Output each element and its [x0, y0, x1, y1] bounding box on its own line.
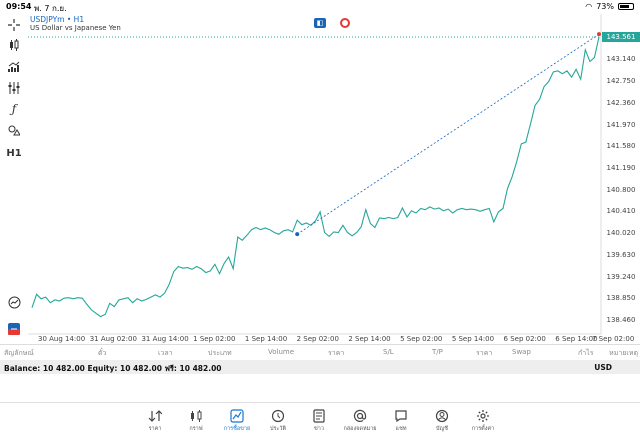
trades-column-header: เวลา	[158, 349, 173, 357]
trade-icon	[229, 409, 245, 423]
price-series-line	[31, 36, 600, 318]
mailbox-icon	[352, 409, 368, 423]
trades-column-header: ราคา	[476, 349, 493, 357]
history-icon	[270, 409, 286, 423]
trendline-end-point[interactable]	[597, 32, 601, 37]
chat-icon	[393, 409, 409, 423]
news-icon	[311, 409, 327, 423]
y-tick-label: 141.970	[606, 120, 636, 129]
trades-column-header: ราคา	[328, 349, 345, 357]
y-tick-label: 142.360	[606, 98, 636, 107]
x-tick-label: 2 Sep 14:00	[348, 335, 391, 343]
price-chart[interactable]: USDJPYm • H1 US Dollar vs Japanese Yen ◧…	[28, 14, 640, 344]
status-bar: 09:54 พ. 7 ก.ย. ◠ 73%	[0, 0, 640, 14]
balance-row: Balance: 10 482.00 Equity: 10 482.00 ฟรี…	[0, 360, 640, 374]
x-tick-label: 1 Sep 14:00	[244, 335, 288, 343]
x-tick-label: 5 Sep 02:00	[400, 335, 443, 343]
nav-item-chart[interactable]: กราฟ	[176, 409, 216, 433]
sell-quick-icon[interactable]: ◧	[314, 18, 326, 28]
nav-item-label: กราฟ	[189, 426, 203, 432]
y-tick-label: 141.580	[606, 142, 636, 151]
x-tick-label: 7 Sep 02:00	[592, 335, 635, 343]
status-date: พ. 7 ก.ย.	[34, 4, 67, 13]
status-right: ◠ 73%	[585, 2, 634, 11]
timeframe-h1[interactable]: H1	[6, 147, 22, 159]
chart-canvas	[28, 14, 602, 335]
nav-item-accounts[interactable]: บัญชี	[422, 409, 462, 433]
bottom-nav: ราคา กราฟ การซื้อขาย ประวัติ ข่าว กล่องจดหมาย…	[0, 402, 640, 447]
y-tick-label: 141.190	[606, 163, 636, 172]
nav-item-settings[interactable]: การตั้งค่า	[463, 409, 503, 433]
x-tick-label: 6 Sep 02:00	[503, 335, 546, 343]
balance-text: Balance: 10 482.00 Equity: 10 482.00 ฟรี…	[4, 364, 222, 373]
y-tick-label: 138.460	[606, 316, 636, 325]
nav-item-label: ราคา	[148, 426, 162, 432]
nav-item-label: แชท	[395, 426, 407, 432]
trades-column-header: Swap	[512, 348, 531, 356]
nav-item-history[interactable]: ประวัติ	[258, 409, 298, 433]
battery-percent: 73%	[596, 2, 614, 11]
trades-column-header: Volume	[268, 348, 295, 356]
nav-item-news[interactable]: ข่าว	[299, 409, 339, 433]
settings-sliders-icon[interactable]	[4, 79, 24, 97]
nav-item-label: ประวัติ	[269, 426, 287, 432]
nav-item-chat[interactable]: แชท	[381, 409, 421, 433]
balance-currency: USD	[594, 363, 612, 372]
trendline[interactable]	[296, 33, 600, 235]
nav-item-label: กล่องจดหมาย	[343, 426, 377, 432]
y-tick-label: 140.020	[606, 229, 636, 238]
chart-toolbar: ƒ H1	[0, 14, 28, 344]
objects-icon[interactable]	[4, 121, 24, 139]
x-tick-label: 1 Sep 02:00	[193, 335, 236, 343]
trades-column-header: S/L	[383, 348, 394, 356]
chart-symbol-name: US Dollar vs Japanese Yen	[30, 24, 121, 32]
y-tick-label: 142.750	[606, 77, 636, 86]
nav-item-trade[interactable]: การซื้อขาย	[217, 409, 257, 433]
nav-item-quotes[interactable]: ราคา	[135, 409, 175, 433]
nav-item-mailbox[interactable]: กล่องจดหมาย	[340, 409, 380, 433]
trades-column-header: T/P	[432, 348, 443, 356]
trades-column-header: สัญลักษณ์	[4, 349, 34, 357]
y-tick-label: 140.800	[606, 185, 636, 194]
settings-icon	[475, 409, 491, 423]
y-tick-label: 140.410	[606, 207, 636, 216]
trades-header: สัญลักษณ์ ตั๋ว เวลา ประเภท Volume ราคา S/L T/P ร…	[0, 344, 640, 358]
y-tick-label: 139.240	[606, 272, 636, 281]
trades-column-header: ตั๋ว	[98, 349, 107, 357]
function-icon[interactable]: ƒ	[11, 102, 17, 116]
nav-item-label: การซื้อขาย	[223, 426, 251, 432]
candlestick-icon[interactable]	[4, 36, 24, 54]
y-tick-label: 143.140	[606, 55, 636, 64]
chart-icon	[188, 409, 204, 423]
x-tick-label: 2 Sep 02:00	[296, 335, 339, 343]
nav-item-label: ข่าว	[314, 426, 324, 432]
buy-quick-icon[interactable]	[340, 18, 350, 28]
accounts-icon	[434, 409, 450, 423]
indicators-icon[interactable]	[4, 58, 24, 76]
x-tick-label: 6 Sep 14:00	[555, 335, 598, 343]
y-tick-label: 139.630	[606, 250, 636, 259]
last-price-tag: 143.561	[602, 31, 640, 42]
battery-icon	[618, 3, 634, 10]
trendline-start-point[interactable]	[295, 232, 300, 237]
quotes-icon	[147, 409, 163, 423]
chart-symbol: USDJPYm • H1	[30, 15, 85, 24]
x-tick-label: 30 Aug 14:00	[38, 335, 86, 343]
trades-column-header: ประเภท	[208, 349, 232, 357]
trade-history-icon[interactable]	[4, 293, 24, 311]
wifi-icon: ◠	[585, 2, 593, 11]
y-tick-label: 138.850	[606, 294, 636, 303]
nav-item-label: บัญชี	[436, 426, 448, 432]
status-time: 09:54	[6, 2, 32, 11]
x-tick-label: 31 Aug 02:00	[89, 335, 137, 343]
crosshair-icon[interactable]	[4, 16, 24, 34]
x-tick-label: 31 Aug 14:00	[141, 335, 189, 343]
trades-column-header: หมายเหตุ	[609, 349, 638, 357]
nav-item-label: การตั้งค่า	[471, 426, 495, 432]
x-tick-label: 5 Sep 14:00	[451, 335, 495, 343]
trades-column-header: กำไร	[578, 349, 594, 357]
one-click-trading-icon[interactable]	[4, 320, 24, 338]
